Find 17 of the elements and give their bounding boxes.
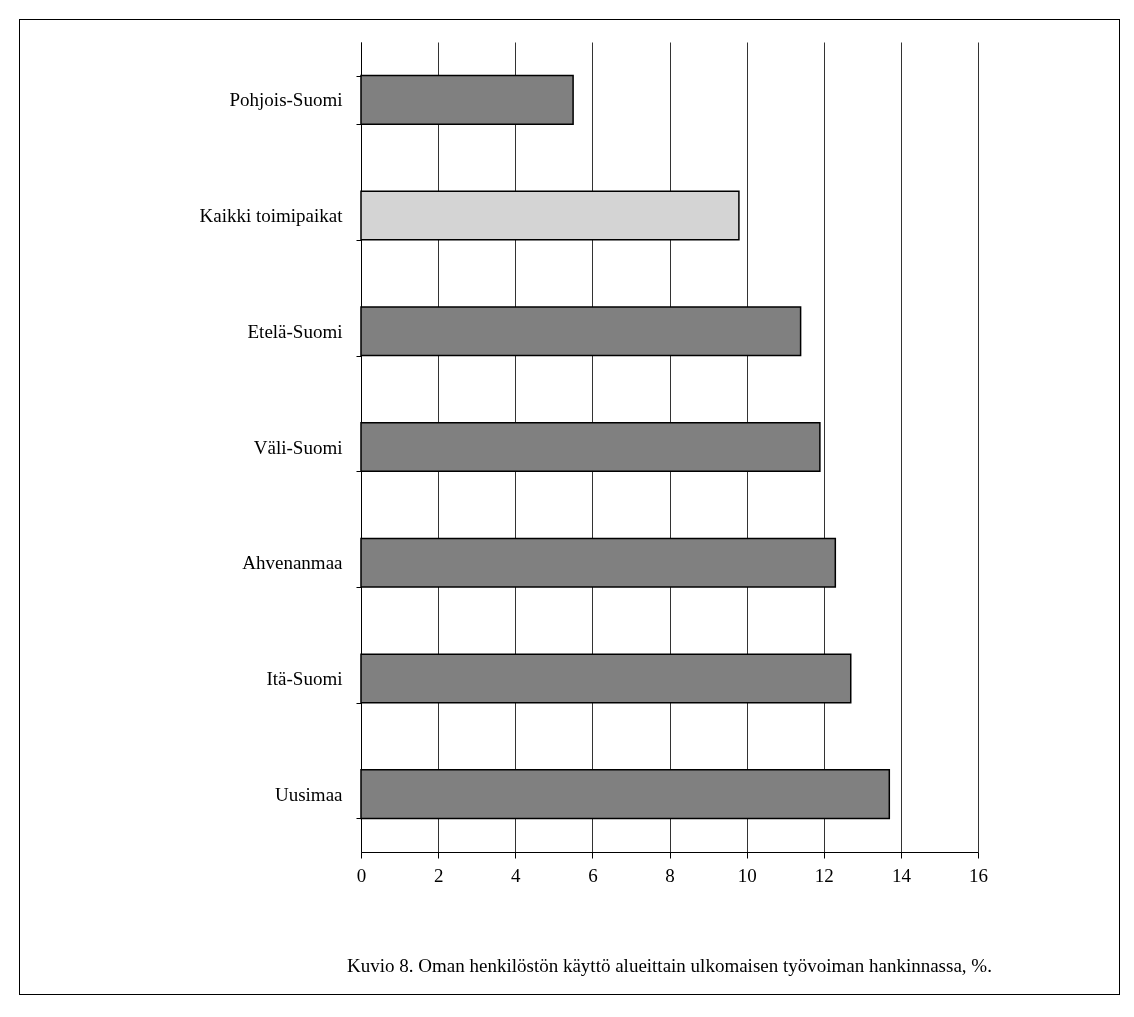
x-tick-label: 0: [356, 864, 367, 886]
x-tick-label: 14: [891, 864, 912, 886]
x-tick-label: 12: [814, 864, 834, 886]
y-tick-label: Etelä-Suomi: [247, 320, 343, 342]
y-tick-label: Ahvenanmaa: [242, 552, 344, 574]
x-tick-label: 6: [588, 864, 598, 886]
y-tick-label: Väli-Suomi: [253, 436, 343, 458]
x-tick-label: 16: [969, 864, 988, 886]
y-tick-label: Kaikki toimipaikat: [199, 205, 344, 227]
y-tick-label: Itä-Suomi: [266, 667, 343, 689]
x-tick-label: 4: [511, 864, 521, 886]
y-tick-label: Pohjois-Suomi: [229, 89, 343, 111]
y-tick-label: Uusimaa: [274, 783, 344, 805]
x-tick-label: 2: [433, 864, 444, 886]
x-tick-label: 8: [665, 864, 675, 886]
x-tick-label: 10: [737, 864, 757, 886]
text: Kuvio 8. Oman henkilöstön käyttö alueittain ulkomaisen työvoiman hankinnassa, %.: [347, 955, 992, 976]
